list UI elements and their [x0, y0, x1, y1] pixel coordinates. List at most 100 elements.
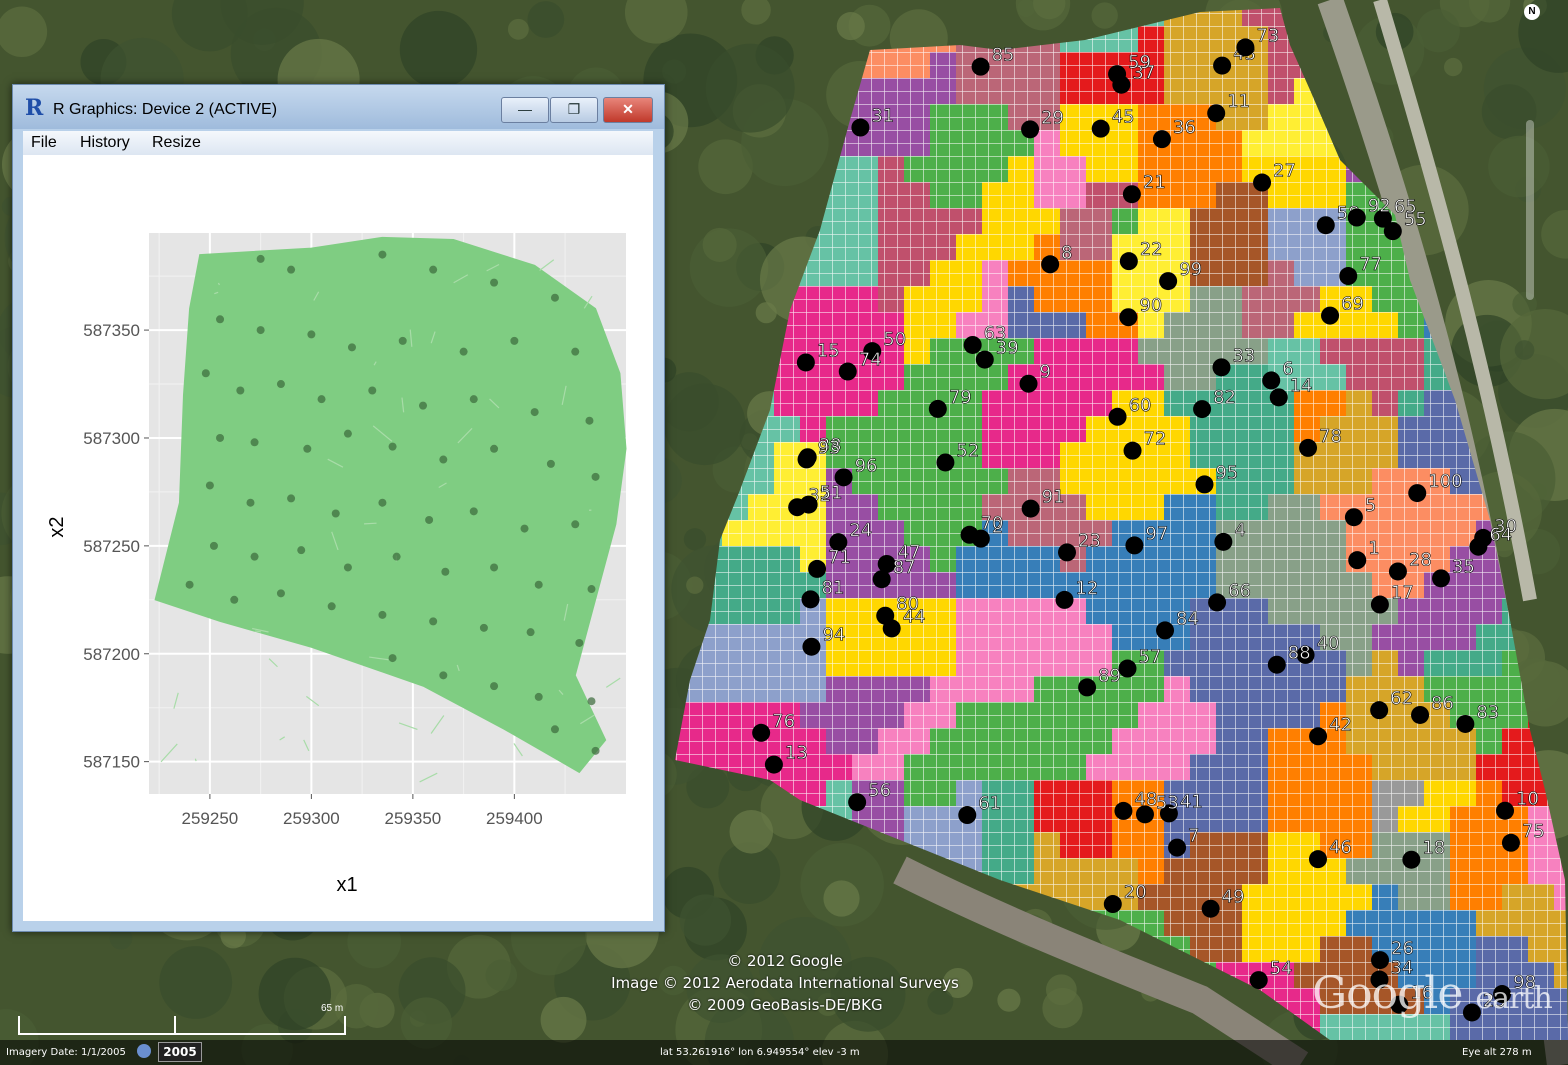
cluster-label: 45	[1112, 107, 1135, 128]
menu-file[interactable]: File	[31, 134, 57, 151]
centroid-point	[425, 515, 434, 524]
cluster-centroid-marker	[764, 755, 783, 774]
terrain-patch	[1488, 135, 1550, 198]
centroid-point	[256, 254, 265, 263]
centroid-point	[250, 552, 259, 561]
cluster-label: 79	[949, 387, 972, 408]
centroid-point	[419, 401, 428, 410]
cluster-label: 91	[1042, 487, 1065, 508]
cluster-label: 89	[1098, 665, 1121, 686]
cluster-label: 15	[817, 340, 840, 361]
navigation-controls[interactable]: N	[1512, 0, 1568, 1040]
close-button[interactable]: ✕	[603, 97, 653, 123]
cluster-label: 93	[818, 437, 841, 458]
cluster-label: 20	[1124, 882, 1147, 903]
menu-history[interactable]: History	[80, 134, 130, 151]
cluster-centroid-marker	[1135, 805, 1154, 824]
cluster-boundary	[489, 398, 500, 409]
cluster-label: 84	[1176, 608, 1199, 629]
cluster-label: 100	[1428, 471, 1462, 492]
cluster-label: 56	[868, 780, 891, 801]
centroid-point	[546, 459, 555, 468]
terrain-patch	[683, 528, 707, 551]
cluster-centroid-marker	[1091, 119, 1110, 138]
cluster-label: 61	[978, 793, 1001, 814]
centroid-point	[469, 395, 478, 404]
terrain-patch	[758, 917, 852, 1011]
cluster-label: 85	[992, 45, 1015, 66]
cluster-label: 83	[1476, 702, 1499, 723]
cluster-centroid-marker	[958, 806, 977, 825]
cluster-boundary	[194, 758, 197, 762]
cluster-boundary	[563, 603, 569, 621]
cluster-label: 17	[1391, 583, 1414, 604]
cluster-centroid-marker	[1501, 833, 1520, 852]
centroid-point	[479, 623, 488, 632]
year-badge[interactable]: 2005	[158, 1042, 202, 1062]
centroid-point	[216, 315, 225, 324]
centroid-point	[388, 442, 397, 451]
maximize-button[interactable]: ❐	[550, 97, 598, 123]
r-logo-icon: R	[25, 95, 44, 121]
centroid-point	[534, 692, 543, 701]
terrain-patch	[686, 954, 756, 1023]
centroid-point	[571, 520, 580, 529]
cluster-label: 55	[1404, 209, 1427, 230]
centroid-point	[378, 250, 387, 259]
cluster-boundary	[513, 743, 523, 757]
window-titlebar[interactable]: R R Graphics: Device 2 (ACTIVE) — ❐ ✕	[13, 85, 664, 129]
status-bar: Imagery Date: 1/1/2005 2005 lat 53.26191…	[0, 1040, 1568, 1065]
cluster-label: 23	[1078, 530, 1101, 551]
centroid-point	[230, 595, 239, 604]
cluster-label: 60	[1129, 395, 1152, 416]
centroid-point	[591, 746, 600, 755]
centroid-point	[368, 386, 377, 395]
clock-icon[interactable]	[137, 1044, 151, 1058]
cluster-centroid-marker	[1370, 595, 1389, 614]
r-graphics-window[interactable]: R R Graphics: Device 2 (ACTIVE) — ❐ ✕ Fi…	[12, 84, 665, 932]
terrain-patch	[624, 0, 688, 44]
cluster-centroid-marker	[1296, 645, 1315, 664]
centroid-point	[526, 628, 535, 637]
cluster-label: 31	[871, 106, 894, 127]
north-indicator-icon[interactable]: N	[1524, 4, 1540, 20]
centroid-point	[287, 265, 296, 274]
cluster-centroid-marker	[808, 559, 827, 578]
cluster-centroid-marker	[1408, 484, 1427, 503]
cluster-centroid-marker	[1371, 951, 1390, 970]
cluster-label: 96	[855, 455, 878, 476]
menu-resize[interactable]: Resize	[152, 134, 201, 151]
terrain-patch	[663, 383, 746, 466]
cluster-centroid-marker	[1213, 56, 1232, 75]
cluster-boundary	[539, 259, 555, 271]
cluster-centroid-marker	[851, 118, 870, 137]
window-title: R Graphics: Device 2 (ACTIVE)	[53, 101, 278, 118]
credit-line: © 2012 Google	[727, 952, 843, 970]
cluster-centroid-marker	[1125, 536, 1144, 555]
cluster-boundary	[486, 263, 500, 272]
cluster-centroid-marker	[1159, 272, 1178, 291]
cluster-centroid-marker	[1269, 388, 1288, 407]
cluster-label: 86	[1431, 693, 1454, 714]
x-axis-label: x1	[336, 874, 357, 896]
scale-label: 65 m	[321, 1003, 344, 1014]
cluster-centroid-marker	[1321, 306, 1340, 325]
menu-bar: File History Resize	[23, 131, 653, 155]
minimize-button[interactable]: —	[501, 97, 549, 123]
x-tick-label: 259400	[486, 809, 543, 828]
cluster-label: 81	[822, 577, 845, 598]
centroid-point	[331, 509, 340, 518]
cluster-centroid-marker	[1195, 475, 1214, 494]
zoom-slider[interactable]	[1526, 120, 1534, 300]
cluster-label: 36	[1173, 117, 1196, 138]
centroid-point	[550, 725, 559, 734]
centroid-point	[392, 552, 401, 561]
cluster-centroid-marker	[876, 606, 895, 625]
cluster-label: 8	[1061, 242, 1072, 263]
cluster-centroid-marker	[801, 590, 820, 609]
cluster-centroid-marker	[1456, 714, 1475, 733]
cluster-centroid-marker	[928, 399, 947, 418]
centroid-point	[209, 541, 218, 550]
y-tick-label: 587200	[83, 645, 140, 664]
terrain-patch	[729, 809, 774, 854]
